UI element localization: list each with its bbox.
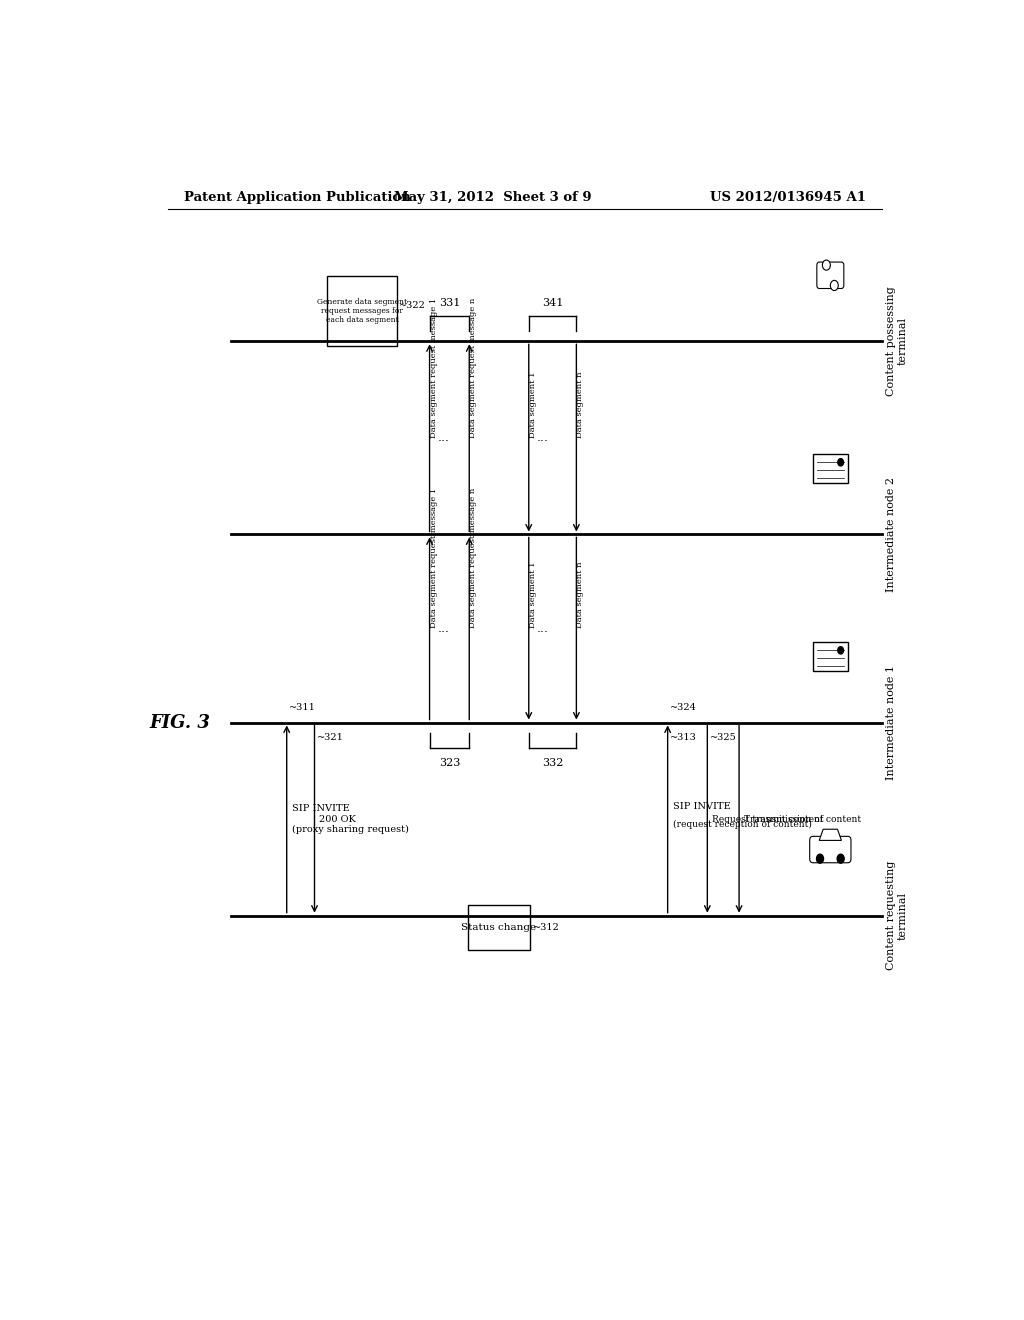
FancyBboxPatch shape [813, 454, 848, 483]
Circle shape [822, 260, 830, 271]
Text: 331: 331 [438, 298, 460, 308]
Text: (proxy sharing request): (proxy sharing request) [292, 825, 410, 834]
Circle shape [830, 280, 839, 290]
Text: Intermediate node 1: Intermediate node 1 [886, 665, 896, 780]
Text: ~325: ~325 [710, 733, 736, 742]
Text: Data segment request message n: Data segment request message n [469, 298, 477, 438]
FancyBboxPatch shape [327, 276, 397, 346]
Text: Data segment 1: Data segment 1 [528, 371, 537, 438]
FancyBboxPatch shape [810, 837, 851, 863]
Text: ~324: ~324 [670, 704, 697, 713]
Text: 323: 323 [438, 758, 460, 768]
FancyBboxPatch shape [817, 263, 844, 289]
Text: ~322: ~322 [399, 301, 426, 310]
Text: ...: ... [537, 432, 549, 445]
Text: Content requesting
terminal: Content requesting terminal [886, 861, 907, 970]
Text: Data segment request message n: Data segment request message n [469, 488, 477, 628]
Circle shape [838, 458, 844, 466]
FancyBboxPatch shape [813, 643, 848, 671]
Text: Status change: Status change [462, 923, 537, 932]
Text: 341: 341 [542, 298, 563, 308]
Text: SIP INVITE: SIP INVITE [292, 804, 350, 813]
Text: Data segment request message 1: Data segment request message 1 [429, 298, 437, 438]
Text: ~312: ~312 [532, 923, 559, 932]
FancyBboxPatch shape [468, 906, 530, 950]
Text: Data segment n: Data segment n [577, 371, 585, 438]
Text: Data segment 1: Data segment 1 [528, 562, 537, 628]
Text: Patent Application Publication: Patent Application Publication [183, 190, 411, 203]
Circle shape [816, 854, 823, 863]
Text: Content possessing
terminal: Content possessing terminal [886, 286, 907, 396]
Text: Transmit content: Transmit content [743, 814, 823, 824]
Text: May 31, 2012  Sheet 3 of 9: May 31, 2012 Sheet 3 of 9 [394, 190, 592, 203]
Circle shape [838, 854, 844, 863]
Text: ~321: ~321 [316, 733, 344, 742]
Text: 200 OK: 200 OK [319, 814, 356, 824]
Text: ~313: ~313 [670, 733, 697, 742]
Text: 332: 332 [542, 758, 563, 768]
Text: FIG. 3: FIG. 3 [150, 714, 210, 731]
Circle shape [838, 647, 844, 653]
Text: ...: ... [438, 432, 450, 445]
Text: Request transmission of content: Request transmission of content [712, 814, 861, 824]
Text: ~311: ~311 [289, 704, 316, 713]
Text: Data segment request message 1: Data segment request message 1 [429, 488, 437, 628]
Text: US 2012/0136945 A1: US 2012/0136945 A1 [710, 190, 866, 203]
Text: Data segment n: Data segment n [577, 562, 585, 628]
Text: ...: ... [537, 622, 549, 635]
Polygon shape [819, 829, 842, 841]
Text: ...: ... [438, 622, 450, 635]
Text: (request reception of content): (request reception of content) [673, 820, 812, 829]
Text: Intermediate node 2: Intermediate node 2 [886, 477, 896, 591]
Text: Generate data segment
request messages for
each data segment: Generate data segment request messages f… [317, 298, 408, 325]
Text: SIP INVITE: SIP INVITE [673, 803, 731, 812]
